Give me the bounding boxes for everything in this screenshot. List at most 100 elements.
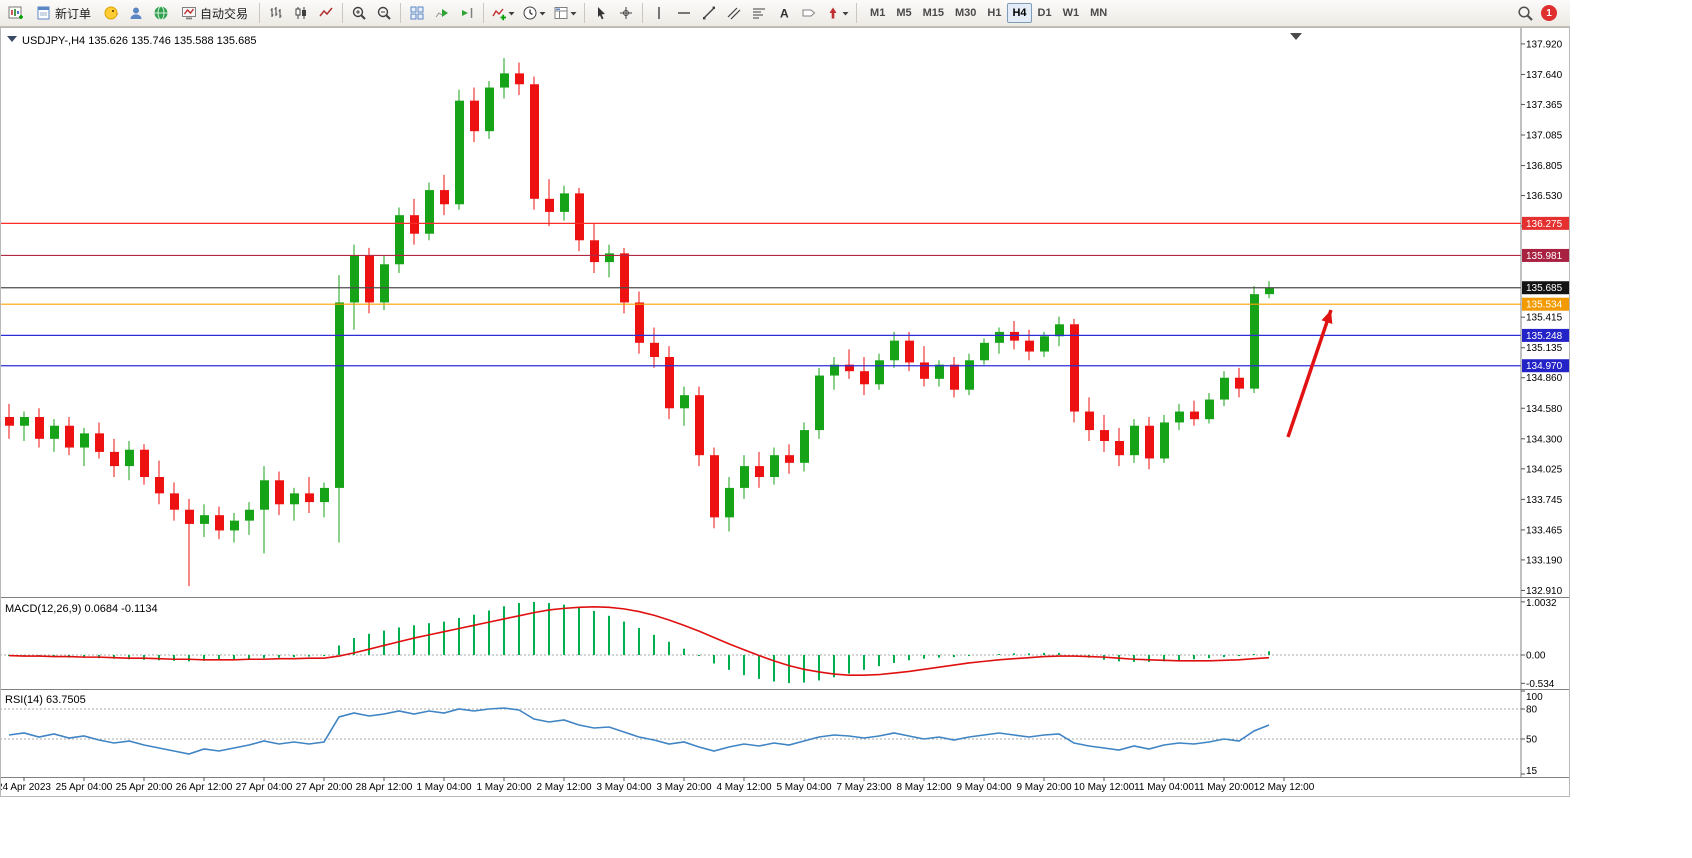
vertical-line-button[interactable] — [647, 2, 671, 24]
indicators-button[interactable] — [488, 2, 518, 24]
time-tick-label: 3 May 04:00 — [596, 782, 651, 793]
indicators-dropdown-caret[interactable] — [508, 5, 515, 21]
zoom-in-icon — [352, 6, 366, 20]
timeframe-h4[interactable]: H4 — [1007, 3, 1032, 23]
chart-shift-marker[interactable] — [1290, 33, 1302, 40]
arrows-tool-button[interactable] — [822, 2, 852, 24]
price-tick-label: 137.640 — [1526, 70, 1563, 81]
price-tick-label: 134.300 — [1526, 434, 1563, 445]
line-chart-button[interactable] — [314, 2, 338, 24]
templates-button[interactable] — [550, 2, 580, 24]
crosshair-icon — [620, 7, 633, 19]
price-tick-label: 136.530 — [1526, 191, 1563, 202]
auto-scroll-button[interactable] — [430, 2, 454, 24]
templates-dropdown-caret[interactable] — [570, 5, 577, 21]
horizontal-line-icon — [678, 12, 691, 14]
zoom-out-button[interactable] — [372, 2, 396, 24]
fibonacci-button[interactable] — [747, 2, 771, 24]
text-label-button[interactable] — [797, 2, 821, 24]
auto-scroll-icon — [435, 9, 449, 18]
periods-dropdown-caret[interactable] — [539, 5, 546, 21]
market-button[interactable] — [149, 2, 173, 24]
macd-panel — [8, 602, 1270, 684]
crosshair-button[interactable] — [614, 2, 638, 24]
price-badge-label: 135.534 — [1526, 300, 1563, 311]
trend-arrow-annotation[interactable] — [1286, 309, 1333, 438]
search-icon[interactable] — [1517, 5, 1534, 22]
chart-window[interactable]: USDJPY-,H4 135.626 135.746 135.588 135.6… — [0, 27, 1570, 797]
profile-button[interactable] — [124, 2, 148, 24]
horizontal-line-button[interactable] — [672, 2, 696, 24]
price-tick-label: 133.465 — [1526, 525, 1563, 536]
timeframe-h1[interactable]: H1 — [987, 7, 1002, 19]
zoom-in-button[interactable] — [347, 2, 371, 24]
price-badge — [1522, 216, 1569, 230]
rsi-tick-label: 50 — [1526, 735, 1538, 746]
mql5-community-button[interactable] — [99, 2, 123, 24]
new-chart-icon — [8, 6, 23, 19]
notification-badge[interactable]: 1 — [1541, 5, 1557, 21]
timeframe-w1[interactable]: W1 — [1062, 7, 1080, 19]
rsi-label: RSI(14) 63.7505 — [5, 694, 86, 706]
price-chart-canvas[interactable]: USDJPY-,H4 135.626 135.746 135.588 135.6… — [0, 27, 1570, 797]
time-tick-label: 11 May 04:00 — [1134, 782, 1194, 793]
timeframe-m5[interactable]: M5 — [896, 7, 912, 19]
toolbar-separator — [400, 3, 402, 23]
price-badge — [1522, 281, 1569, 295]
candlestick-series — [5, 58, 1274, 587]
timeframe-m30[interactable]: M30 — [955, 7, 977, 19]
trendline-button[interactable] — [697, 2, 721, 24]
time-tick-label: 9 May 04:00 — [956, 782, 1011, 793]
main-toolbar: 新订单 自动交易 — [0, 0, 1570, 27]
time-tick-label: 11 May 20:00 — [1194, 782, 1254, 793]
new-order-button[interactable]: 新订单 — [29, 2, 98, 24]
toolbar-separator — [483, 3, 485, 23]
fibonacci-icon — [753, 8, 766, 19]
one-click-trading-arrow[interactable] — [7, 36, 17, 42]
timeframe-m1[interactable]: M1 — [870, 7, 886, 19]
candlestick-chart-button[interactable] — [289, 2, 313, 24]
time-tick-label: 3 May 20:00 — [656, 782, 711, 793]
channel-icon — [727, 7, 741, 20]
time-tick-label: 8 May 12:00 — [896, 782, 951, 793]
cursor-button[interactable] — [589, 2, 613, 24]
time-axis[interactable]: 24 Apr 2023 25 Apr 04:00 25 Apr 20:00 26 Ap… — [0, 777, 1570, 793]
price-badge-label: 135.248 — [1526, 331, 1563, 342]
periods-button[interactable] — [519, 2, 549, 24]
macd-signal-line — [8, 605, 1270, 676]
new-order-label: 新订单 — [55, 6, 92, 21]
price-axis[interactable]: 137.920 137.640 137.365 137.085 136.805 136.5… — [1520, 27, 1569, 777]
templates-icon — [554, 7, 568, 19]
time-tick-label: 26 Apr 12:00 — [176, 782, 233, 793]
vertical-line-icon — [658, 7, 660, 19]
svg-text:A: A — [780, 7, 789, 21]
tile-windows-button[interactable] — [405, 2, 429, 24]
chart-shift-button[interactable] — [455, 2, 479, 24]
timeframe-m15[interactable]: M15 — [922, 7, 944, 19]
time-tick-label: 2 May 12:00 — [536, 782, 591, 793]
price-tick-label: 133.190 — [1526, 555, 1563, 566]
price-badge — [1522, 328, 1569, 342]
price-badge-label: 136.275 — [1526, 219, 1563, 230]
toolbar-separator — [642, 3, 644, 23]
timeframe-mn[interactable]: MN — [1090, 7, 1108, 19]
arrows-tool-icon — [829, 7, 837, 19]
rsi-tick-label: 100 — [1526, 692, 1543, 703]
text-tool-button[interactable]: A — [772, 2, 796, 24]
toolbar-separator — [584, 3, 586, 23]
time-tick-label: 28 Apr 12:00 — [356, 782, 413, 793]
horizontal-level-lines[interactable] — [0, 222, 1521, 367]
new-chart-button[interactable] — [4, 2, 28, 24]
bar-chart-button[interactable] — [264, 2, 288, 24]
time-tick-label: 25 Apr 20:00 — [116, 782, 173, 793]
cursor-icon — [598, 7, 606, 20]
autotrading-button[interactable]: 自动交易 — [174, 2, 255, 24]
time-tick-label: 24 Apr 2023 — [0, 782, 51, 793]
price-tick-label: 132.910 — [1526, 586, 1563, 597]
new-order-icon — [37, 6, 50, 20]
price-tick-label: 137.920 — [1526, 39, 1563, 50]
timeframe-d1[interactable]: D1 — [1037, 7, 1052, 19]
arrows-dropdown-caret[interactable] — [842, 5, 849, 21]
time-tick-label: 7 May 23:00 — [836, 782, 891, 793]
channel-button[interactable] — [722, 2, 746, 24]
